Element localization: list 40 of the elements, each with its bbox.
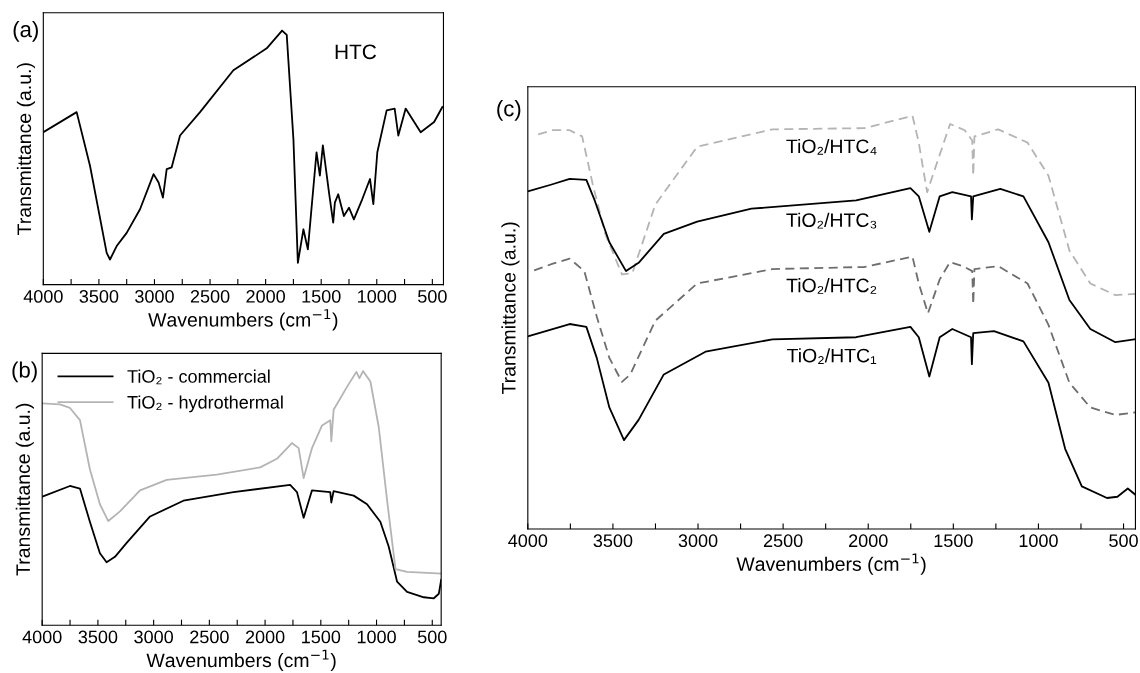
x-tick-label: 1500 xyxy=(934,534,973,548)
y-axis-title: Transmittance (a.u.) xyxy=(16,63,35,235)
y-axis-title: Transmittance (a.u.) xyxy=(15,403,34,576)
y-axis-title: Transmittance (a.u.) xyxy=(501,222,520,395)
x-tick-label: 1000 xyxy=(1019,534,1058,548)
x-tick-label: 2500 xyxy=(190,630,229,644)
legend-label: TiO₂ - hydrothermal xyxy=(127,395,283,413)
series-label: TiO₂/HTC₃ xyxy=(786,212,877,229)
x-tick-label: 3000 xyxy=(678,534,718,548)
x-tick-label: 2500 xyxy=(190,290,230,303)
x-tick-label: 4000 xyxy=(23,290,63,303)
x-tick-label: 1000 xyxy=(357,630,396,644)
x-axis-title: Wavenumbers (cm$^{−1}$) xyxy=(146,649,336,672)
x-tick-label: 3500 xyxy=(79,290,119,303)
series-label: TiO₂/HTC₂ xyxy=(786,278,877,294)
x-tick-label: 3500 xyxy=(78,630,118,644)
x-tick-label: 2000 xyxy=(849,534,888,548)
chart-title: (b) xyxy=(12,361,37,383)
x-tick-label: 2000 xyxy=(245,630,285,644)
x-tick-label: 1500 xyxy=(302,630,341,644)
chart-title: (c) xyxy=(497,100,521,121)
x-tick-label: 1000 xyxy=(358,290,397,303)
chart-title: (a) xyxy=(13,20,38,42)
series-label: TiO₂/HTC₄ xyxy=(786,138,877,155)
x-tick-label: 3000 xyxy=(134,630,174,644)
legend-label: TiO₂ - commercial xyxy=(127,369,270,385)
x-tick-label: 500 xyxy=(417,630,447,644)
x-axis-title: Wavenumbers (cm$^{−1}$) xyxy=(148,309,338,331)
x-tick-label: 3000 xyxy=(135,290,174,303)
x-tick-label: 1500 xyxy=(302,290,341,303)
x-tick-label: 2000 xyxy=(246,290,285,303)
x-tick-label: 500 xyxy=(1109,534,1138,548)
x-tick-label: 2500 xyxy=(763,534,803,548)
x-tick-label: 3500 xyxy=(593,534,633,548)
x-tick-label: 4000 xyxy=(22,630,62,644)
x-tick-label: 4000 xyxy=(508,534,548,548)
annotation: HTC xyxy=(335,44,377,60)
series-label: TiO₂/HTC₁ xyxy=(787,348,877,364)
x-axis-title: Wavenumbers (cm$^{−1}$) xyxy=(736,553,926,575)
x-tick-label: 500 xyxy=(418,290,447,303)
